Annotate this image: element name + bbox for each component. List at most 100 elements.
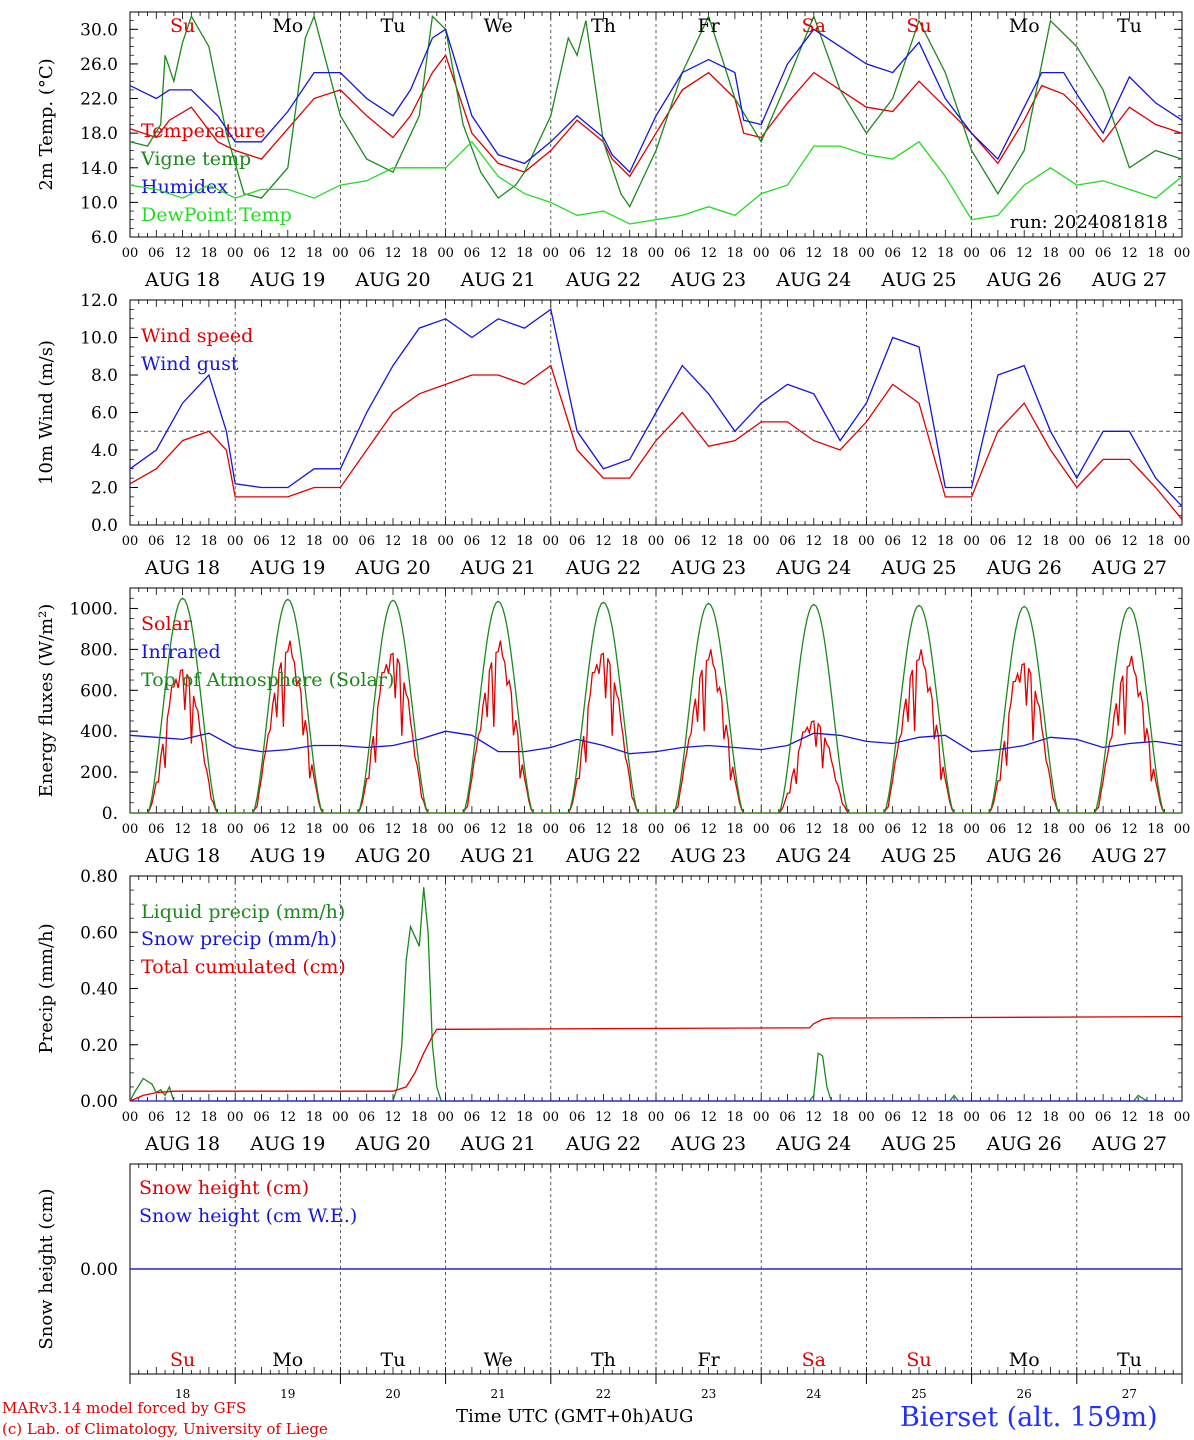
x-tick-label: 18: [201, 1110, 218, 1125]
day-number: 18: [175, 1387, 190, 1401]
day-number: 27: [1122, 1387, 1137, 1401]
x-tick-label: 00: [332, 246, 349, 261]
x-tick-label: 18: [411, 246, 428, 261]
date-label: AUG 26: [986, 1133, 1062, 1155]
x-tick-label: 00: [122, 1110, 139, 1125]
x-tick-label: 18: [937, 534, 954, 549]
x-tick-label: 00: [858, 822, 875, 837]
y-tick-label: 600.: [80, 681, 118, 701]
x-tick-label: 18: [306, 1110, 323, 1125]
y-tick-label: 0.00: [80, 1092, 118, 1112]
panel-precip: 0.00 0.20 0.40 0.60 0.80 Precip (mm/h) 00 06 12 1…: [36, 867, 1190, 1155]
x-tick-label: 12: [700, 246, 717, 261]
y-tick-label: 0.80: [80, 867, 118, 887]
x-tick-label: 00: [753, 1110, 770, 1125]
lab-credit: (c) Lab. of Climatology, University of L…: [2, 1420, 328, 1438]
x-tick-label: 12: [1016, 822, 1033, 837]
legend-entry: Snow height (cm W.E.): [139, 1205, 357, 1227]
x-tick-label: 18: [306, 534, 323, 549]
y-tick-label: 10.0: [80, 193, 118, 213]
day-name: Su: [170, 15, 195, 37]
x-tick-label: 18: [306, 822, 323, 837]
day-name: Tu: [381, 15, 406, 37]
date-label: AUG 18: [144, 1133, 220, 1155]
x-tick-label: 12: [806, 822, 823, 837]
x-tick-label: 12: [1016, 246, 1033, 261]
day-name: Fr: [697, 1349, 720, 1371]
day-name: We: [484, 1349, 513, 1371]
date-label: AUG 19: [249, 557, 325, 579]
x-tick-label: 18: [201, 534, 218, 549]
x-tick-label: 06: [358, 1110, 375, 1125]
legend-entry: Humidex: [141, 176, 228, 198]
panel-temperature: 6.0 10.0 14.0 18.0 22.0 26.0 30.0 2m Temp. (°C)…: [36, 11, 1191, 291]
legend-entry: Infrared: [141, 641, 221, 663]
x-tick-label: 06: [569, 1110, 586, 1125]
x-tick-label: 06: [884, 822, 901, 837]
x-tick-label: 12: [1121, 534, 1138, 549]
x-tick-label: 12: [911, 246, 928, 261]
x-tick-label: 00: [1174, 1110, 1191, 1125]
x-tick-label: 00: [227, 822, 244, 837]
x-tick-label: 18: [727, 1110, 744, 1125]
x-tick-label: 18: [1042, 534, 1059, 549]
x-axis-label: Time UTC (GMT+0h)AUG: [456, 1406, 694, 1427]
x-tick-label: 06: [990, 822, 1007, 837]
x-tick-label: 06: [569, 534, 586, 549]
y-tick-label: 6.0: [91, 404, 118, 424]
date-label: AUG 25: [880, 269, 956, 291]
legend-entry: Snow precip (mm/h): [141, 928, 337, 950]
x-tick-label: 00: [122, 534, 139, 549]
y-tick-label: 26.0: [80, 55, 118, 75]
x-tick-label: 00: [543, 1110, 560, 1125]
x-tick-label: 00: [1174, 246, 1191, 261]
x-tick-label: 18: [621, 1110, 638, 1125]
legend-entry: Vigne temp: [140, 148, 251, 170]
date-label: AUG 26: [986, 557, 1062, 579]
x-tick-label: 12: [490, 246, 507, 261]
x-tick-label: 06: [779, 534, 796, 549]
day-name: Tu: [1117, 1349, 1142, 1371]
x-tick-label: 18: [516, 822, 533, 837]
x-tick-label: 12: [385, 1110, 402, 1125]
date-label: AUG 26: [986, 845, 1062, 867]
y-tick-label: 1000.: [69, 599, 118, 619]
x-tick-label: 18: [621, 534, 638, 549]
x-tick-label: 12: [806, 534, 823, 549]
x-tick-label: 12: [1016, 1110, 1033, 1125]
date-label: AUG 21: [460, 1133, 536, 1155]
x-tick-label: 18: [201, 822, 218, 837]
y-tick-label: 2.0: [91, 479, 118, 499]
day-name: Tu: [1117, 15, 1142, 37]
x-tick-label: 00: [648, 246, 665, 261]
x-tick-label: 12: [700, 534, 717, 549]
x-tick-label: 00: [1174, 822, 1191, 837]
x-tick-label: 06: [674, 534, 691, 549]
y-tick-label: 14.0: [80, 159, 118, 179]
x-tick-label: 12: [1121, 822, 1138, 837]
x-tick-label: 00: [227, 246, 244, 261]
date-label: AUG 23: [670, 269, 746, 291]
x-tick-label: 06: [990, 534, 1007, 549]
y-tick-label: 800.: [80, 640, 118, 660]
day-number: 20: [385, 1387, 400, 1401]
x-tick-label: 00: [753, 246, 770, 261]
x-tick-label: 12: [700, 822, 717, 837]
date-label: AUG 27: [1091, 1133, 1167, 1155]
x-tick-label: 06: [253, 1110, 270, 1125]
date-label: AUG 27: [1091, 845, 1167, 867]
series-line-infrared: [129, 730, 1183, 755]
panel-wind: 0.0 2.0 4.0 6.0 8.0 10.0 12.0 10m Wind (m/s) 00 0…: [36, 291, 1190, 579]
day-number: 19: [280, 1387, 295, 1401]
x-tick-label: 06: [990, 246, 1007, 261]
y-tick-label: 200.: [80, 763, 118, 783]
x-tick-label: 06: [148, 822, 165, 837]
x-tick-label: 06: [674, 1110, 691, 1125]
legend-entry: Top of Atmosphere (Solar): [141, 669, 394, 691]
x-tick-label: 06: [1095, 534, 1112, 549]
x-tick-label: 00: [332, 534, 349, 549]
x-tick-label: 00: [437, 1110, 454, 1125]
y-tick-label: 4.0: [91, 441, 118, 461]
day-name: Su: [906, 15, 931, 37]
